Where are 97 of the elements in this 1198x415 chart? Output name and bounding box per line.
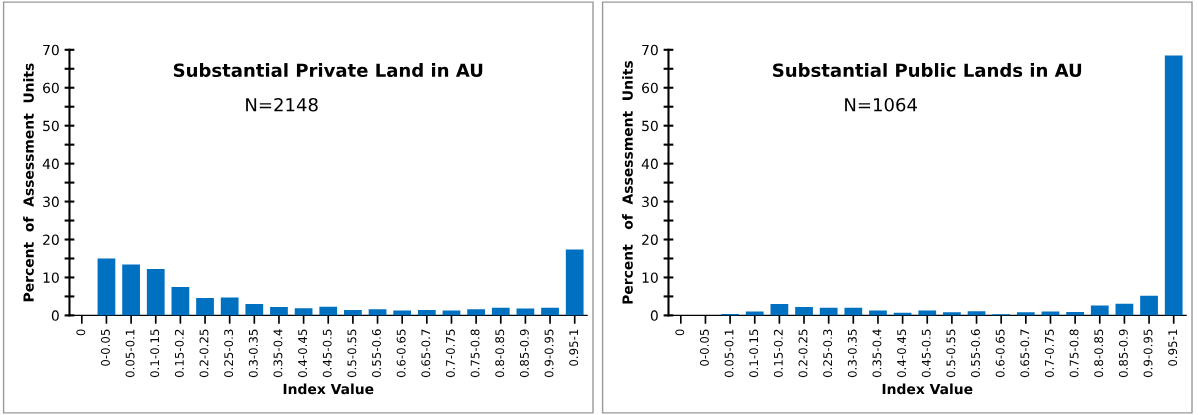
bar xyxy=(967,311,986,316)
bar xyxy=(1016,312,1035,316)
x-tick-label: 0.45-0.5 xyxy=(921,329,931,378)
text: Substantial Public Lands in AU xyxy=(773,63,1082,78)
x-tick-label: 0.65-0.7 xyxy=(421,329,431,378)
bar xyxy=(795,307,813,316)
bar xyxy=(844,307,863,316)
bar xyxy=(270,307,288,316)
x-tick-label: 0.9-0.95 xyxy=(1143,329,1153,378)
bar xyxy=(1140,295,1158,316)
x-tick-label: 0.55-0.6 xyxy=(971,329,980,378)
x-tick-label: 0.4-0.45 xyxy=(897,329,907,378)
x-tick-label: 0-0.05 xyxy=(100,329,110,366)
x-tick-label: 0.1-0.15 xyxy=(150,329,160,378)
x-tick-label: 0.15-0.2 xyxy=(174,329,184,378)
x-tick-label: 0.6-0.65 xyxy=(995,329,1005,378)
bar xyxy=(245,304,264,316)
y-tick-label: 20 xyxy=(642,234,658,245)
x-tick-label: 0.3-0.35 xyxy=(847,329,857,378)
x-tick-label: 0.5-0.55 xyxy=(347,329,357,378)
x-tick-label: 0.75-0.8 xyxy=(1069,329,1079,378)
x-tick-label: 0.2-0.25 xyxy=(798,329,808,378)
x-tick-label: 0.5-0.55 xyxy=(946,329,956,378)
bar xyxy=(869,310,887,316)
x-tick-label: 0.75-0.8 xyxy=(470,329,480,378)
y-tick-label: 70 xyxy=(642,44,658,56)
y-tick-label: 60 xyxy=(642,82,658,94)
y-tick-label: 20 xyxy=(43,234,59,245)
y-axis-title: Percent of Assessment Units xyxy=(23,63,34,302)
x-tick-label: 0.65-0.7 xyxy=(1020,329,1030,378)
x-tick-label: 0.85-0.9 xyxy=(519,329,529,378)
y-tick-label: 0 xyxy=(650,310,658,321)
bar xyxy=(1164,55,1183,316)
bar xyxy=(770,304,789,316)
y-tick-label: 10 xyxy=(43,272,59,283)
x-tick-label: 0.25-0.3 xyxy=(823,329,833,378)
x-tick-label: 0.35-0.4 xyxy=(273,329,283,378)
x-tick-label: 0.15-0.2 xyxy=(773,329,783,378)
x-tick-label: 0.2-0.25 xyxy=(199,329,209,378)
x-tick-label: 0.45-0.5 xyxy=(322,329,332,378)
bar xyxy=(565,249,584,316)
x-tick-label: 0.35-0.4 xyxy=(872,329,882,378)
x-tick-label: 0.4-0.45 xyxy=(298,329,308,378)
bar xyxy=(171,286,190,316)
x-tick-label: 0.6-0.65 xyxy=(396,329,406,378)
x-tick-label: 0.05-0.1 xyxy=(724,329,734,378)
bar xyxy=(918,310,937,316)
y-tick-label: 60 xyxy=(43,82,59,94)
x-tick-label: 0.25-0.3 xyxy=(224,329,234,378)
bar xyxy=(442,310,461,316)
bar xyxy=(368,309,387,316)
annotation: N=1064 xyxy=(845,97,917,112)
bar xyxy=(491,307,510,316)
x-tick-label: 0.95-1 xyxy=(1168,329,1178,366)
x-tick-label: 0.05-0.1 xyxy=(125,329,135,378)
x-tick-label: 0 xyxy=(76,329,86,336)
y-tick-label: 70 xyxy=(43,44,59,56)
bar xyxy=(467,309,485,316)
x-tick-label: 0.95-1 xyxy=(569,329,579,366)
bar xyxy=(417,310,436,316)
bar xyxy=(294,308,313,316)
x-tick-label: 0.9-0.95 xyxy=(544,329,554,378)
y-tick-label: 40 xyxy=(42,158,59,170)
x-axis-title: Index Value xyxy=(882,383,973,395)
annotation: N=2148 xyxy=(246,97,318,112)
x-tick-label: 0 xyxy=(675,329,685,336)
bar xyxy=(146,269,165,316)
y-tick-label: 10 xyxy=(642,272,658,283)
bar xyxy=(220,297,239,316)
bar xyxy=(319,306,338,316)
x-axis-title: Index Value xyxy=(283,383,374,395)
bar xyxy=(122,264,140,316)
y-tick-label: 30 xyxy=(642,196,658,208)
x-tick-label: 0.8-0.85 xyxy=(1094,329,1104,378)
x-tick-label: 0.3-0.35 xyxy=(248,329,258,378)
x-tick-label: 0.7-0.75 xyxy=(445,329,455,378)
bar xyxy=(943,312,961,316)
y-tick-label: 30 xyxy=(43,196,59,208)
y-tick-label: 50 xyxy=(43,120,59,132)
bar xyxy=(393,310,412,316)
bar xyxy=(541,307,559,316)
x-tick-label: 0.1-0.15 xyxy=(749,329,759,378)
x-tick-label: 0.8-0.85 xyxy=(495,329,505,378)
x-tick-label: 0-0.05 xyxy=(699,329,709,366)
x-tick-label: 0.7-0.75 xyxy=(1044,329,1054,378)
bar xyxy=(1090,305,1109,316)
text: Substantial Private Land in AU xyxy=(173,63,483,78)
y-tick-label: 40 xyxy=(641,158,658,170)
y-tick-label: 0 xyxy=(51,310,59,321)
x-tick-label: 0.85-0.9 xyxy=(1118,329,1128,378)
bar xyxy=(819,307,838,316)
bar xyxy=(344,310,362,316)
bar xyxy=(196,297,214,316)
bar xyxy=(97,258,116,316)
y-axis-title: Percent of Assessment Units xyxy=(622,60,633,304)
y-tick-label: 50 xyxy=(642,120,658,132)
x-tick-label: 0.55-0.6 xyxy=(372,329,381,378)
